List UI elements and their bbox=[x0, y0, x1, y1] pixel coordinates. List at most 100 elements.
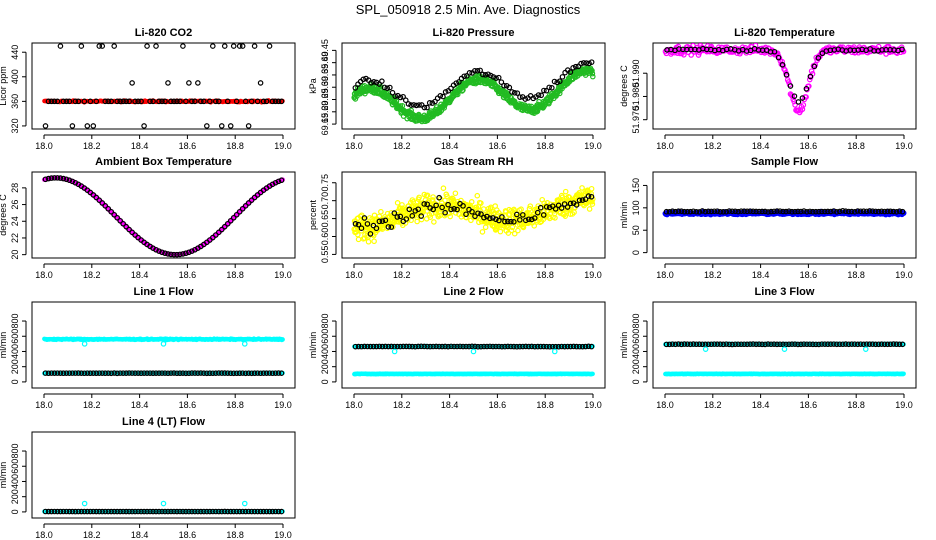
data-point bbox=[851, 209, 858, 215]
data-point bbox=[69, 123, 76, 129]
data-point bbox=[495, 74, 502, 81]
data-point bbox=[475, 343, 481, 350]
x-tick-label: 19.0 bbox=[584, 270, 602, 280]
data-point bbox=[522, 96, 529, 102]
data-point bbox=[117, 217, 123, 224]
data-point bbox=[732, 208, 739, 215]
y-axis-label: ml/min bbox=[619, 202, 629, 229]
data-point bbox=[48, 98, 55, 105]
data-point bbox=[502, 218, 508, 225]
x-tick-label: 18.8 bbox=[536, 400, 554, 410]
data-point bbox=[505, 230, 512, 236]
data-point bbox=[117, 370, 123, 376]
data-point bbox=[482, 224, 489, 231]
data-point bbox=[365, 238, 372, 245]
data-point bbox=[132, 98, 138, 105]
y-tick-label: 100 bbox=[631, 200, 641, 215]
data-point bbox=[379, 78, 385, 84]
data-point bbox=[663, 208, 670, 215]
data-point bbox=[869, 208, 876, 214]
x-tick-label: 18.4 bbox=[441, 400, 459, 410]
data-point bbox=[54, 98, 61, 105]
data-point bbox=[800, 102, 807, 108]
data-point bbox=[854, 208, 861, 214]
y-axis-label: ml/min bbox=[308, 332, 318, 359]
y-tick-label: 69.35 bbox=[320, 64, 330, 87]
data-point bbox=[783, 71, 790, 78]
data-point bbox=[511, 230, 518, 237]
data-point bbox=[239, 370, 246, 376]
data-point bbox=[585, 193, 592, 199]
data-point bbox=[452, 190, 459, 197]
x-tick-label: 18.2 bbox=[704, 400, 722, 410]
data-point bbox=[409, 213, 416, 219]
data-point bbox=[481, 214, 487, 221]
data-point bbox=[580, 60, 587, 66]
data-point bbox=[186, 249, 192, 256]
data-point bbox=[105, 205, 112, 212]
data-point bbox=[108, 208, 115, 215]
data-point bbox=[275, 370, 282, 376]
data-point bbox=[272, 370, 279, 376]
data-point bbox=[445, 201, 451, 208]
data-point bbox=[129, 229, 135, 236]
data-point bbox=[278, 98, 285, 105]
data-point bbox=[93, 370, 100, 377]
data-point bbox=[135, 370, 141, 376]
data-point bbox=[371, 79, 377, 85]
data-point bbox=[382, 343, 389, 350]
data-point bbox=[96, 370, 103, 376]
y-tick-label: 200 bbox=[631, 359, 641, 374]
data-point bbox=[582, 196, 589, 202]
data-point bbox=[204, 123, 210, 129]
data-point bbox=[66, 370, 73, 376]
data-point bbox=[534, 343, 541, 350]
data-point bbox=[421, 104, 428, 111]
y-axis-label: percent bbox=[308, 199, 318, 230]
data-point bbox=[508, 227, 515, 234]
x-tick-label: 18.8 bbox=[226, 270, 244, 280]
plot-frame bbox=[341, 171, 606, 259]
data-point bbox=[811, 63, 818, 70]
data-point bbox=[227, 370, 234, 377]
data-point bbox=[807, 73, 814, 80]
data-point bbox=[478, 343, 484, 350]
data-point bbox=[687, 208, 694, 215]
data-point bbox=[791, 93, 798, 99]
y-tick-label: 200 bbox=[10, 359, 20, 374]
data-point bbox=[162, 98, 168, 105]
data-point bbox=[519, 343, 526, 350]
data-point bbox=[195, 370, 201, 376]
data-point bbox=[430, 343, 436, 350]
data-point bbox=[493, 225, 500, 232]
data-point bbox=[534, 209, 541, 216]
data-point bbox=[424, 343, 430, 350]
data-point bbox=[535, 92, 542, 98]
data-point bbox=[558, 343, 565, 350]
data-point bbox=[711, 208, 718, 215]
data-point bbox=[518, 206, 524, 213]
data-point bbox=[451, 206, 457, 212]
data-point bbox=[549, 203, 556, 209]
data-point bbox=[120, 220, 126, 227]
y-tick-label: 51.980 bbox=[631, 83, 641, 111]
y-tick-label: 440 bbox=[10, 45, 20, 60]
data-point bbox=[556, 90, 563, 97]
data-point bbox=[579, 343, 586, 350]
data-point bbox=[589, 67, 595, 74]
panel-title: Li-820 CO2 bbox=[135, 27, 192, 39]
y-tick-label: 0.70 bbox=[320, 192, 330, 210]
data-point bbox=[789, 93, 796, 99]
data-point bbox=[358, 225, 365, 231]
data-point bbox=[177, 370, 183, 377]
y-tick-label: 0.75 bbox=[320, 174, 330, 192]
data-point bbox=[819, 50, 826, 57]
x-tick-label: 18.6 bbox=[800, 141, 818, 151]
data-point bbox=[815, 55, 822, 61]
data-point bbox=[780, 208, 786, 215]
data-point bbox=[355, 343, 362, 350]
data-point bbox=[245, 200, 252, 206]
data-point bbox=[269, 98, 276, 105]
